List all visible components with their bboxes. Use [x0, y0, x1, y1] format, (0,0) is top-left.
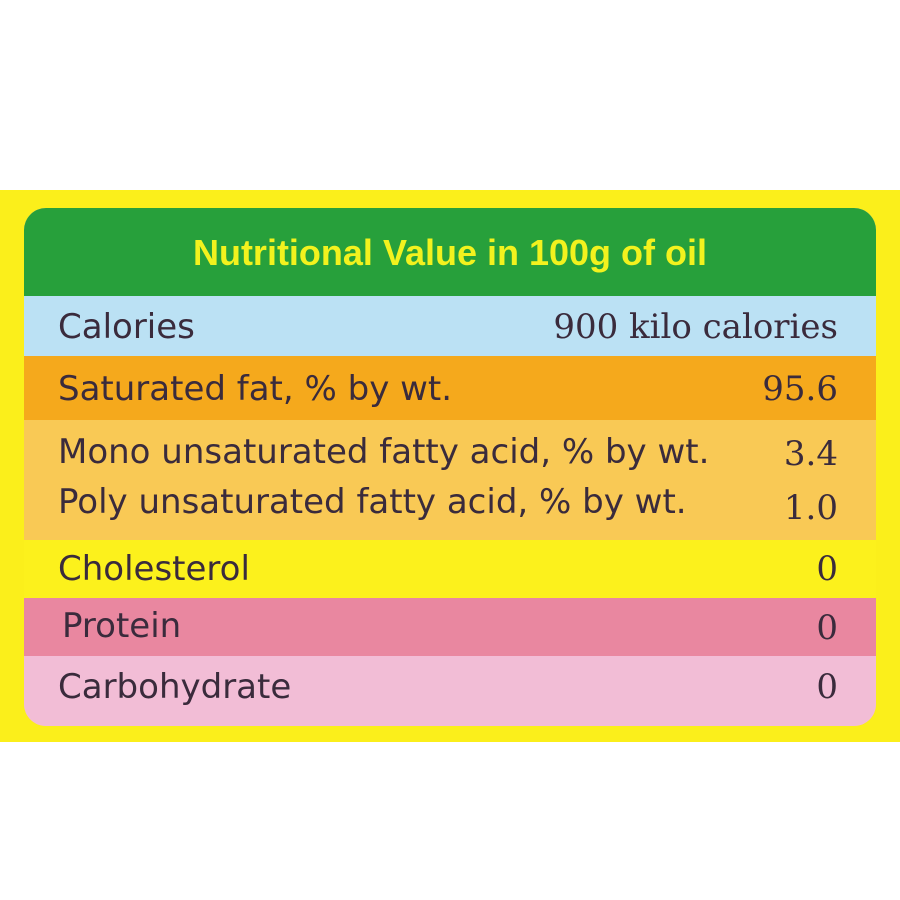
mono-unsaturated-value: 3.4 — [783, 434, 838, 474]
poly-unsaturated-label: Poly unsaturated fatty acid, % by wt. — [58, 482, 687, 522]
mono-unsaturated-label: Mono unsaturated fatty acid, % by wt. — [58, 432, 710, 472]
calories-value: 900 kilo calories — [553, 307, 838, 347]
protein-value: 0 — [816, 608, 838, 648]
row-unsaturated-fatty-acids: Mono unsaturated fatty acid, % by wt. 3.… — [24, 420, 876, 540]
row-cholesterol: Cholesterol 0 — [24, 540, 876, 598]
saturated-fat-value: 95.6 — [762, 369, 838, 409]
row-carbohydrate: Carbohydrate 0 — [24, 656, 876, 726]
nutrition-label-frame: Nutritional Value in 100g of oil Calorie… — [0, 190, 900, 742]
saturated-fat-label: Saturated fat, % by wt. — [58, 369, 453, 409]
cholesterol-value: 0 — [816, 549, 838, 589]
poly-unsaturated-value: 1.0 — [783, 488, 838, 528]
carbohydrate-value: 0 — [816, 667, 838, 707]
title-row: Nutritional Value in 100g of oil — [24, 208, 876, 296]
nutrition-table: Nutritional Value in 100g of oil Calorie… — [24, 208, 876, 726]
calories-label: Calories — [58, 307, 195, 347]
row-calories: Calories 900 kilo calories — [24, 296, 876, 356]
protein-label: Protein — [62, 606, 182, 646]
row-saturated-fat: Saturated fat, % by wt. 95.6 — [24, 356, 876, 420]
carbohydrate-label: Carbohydrate — [58, 667, 292, 707]
cholesterol-label: Cholesterol — [58, 549, 250, 589]
row-protein: Protein 0 — [24, 598, 876, 656]
table-title: Nutritional Value in 100g of oil — [192, 232, 708, 273]
